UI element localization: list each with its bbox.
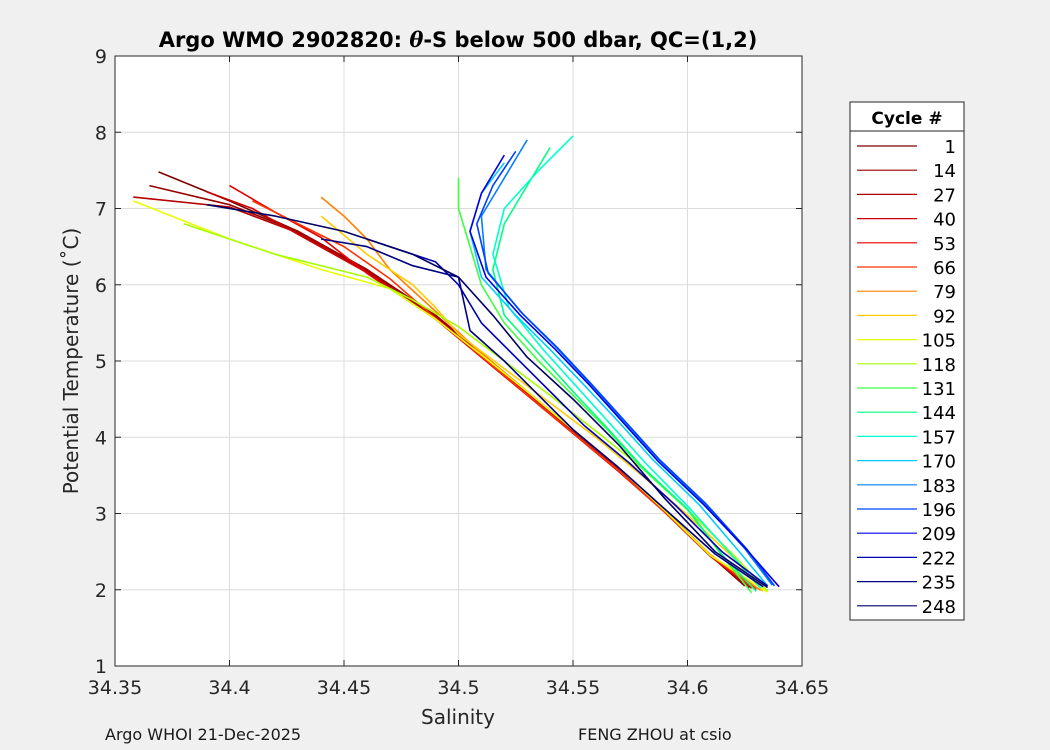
legend-label-157: 157 (922, 427, 956, 448)
chart-title: Argo WMO 2902820: θ-S below 500 dbar, QC… (159, 27, 758, 52)
x-tick-labels: 34.35 34.4 34.45 34.5 34.55 34.6 34.65 (88, 677, 829, 699)
x-tick-label: 34.55 (546, 677, 600, 699)
footer-source: Argo WHOI 21-Dec-2025 (105, 725, 302, 744)
series-layer (133, 135, 780, 594)
y-tick-labels: 1 2 3 4 5 6 7 8 9 (95, 46, 107, 678)
legend-label-248: 248 (922, 597, 956, 618)
series-line-105 (133, 200, 769, 593)
y-axis-label: Potential Temperature (˚C) (59, 228, 83, 495)
series-line-66 (252, 200, 757, 591)
legend-label-183: 183 (922, 476, 956, 497)
x-tick-label: 34.6 (666, 677, 708, 699)
legend-label-40: 40 (933, 210, 956, 231)
y-tick-label: 4 (95, 427, 107, 449)
y-tick-label: 3 (95, 504, 107, 526)
legend-label-14: 14 (933, 161, 956, 182)
series-line-209 (469, 154, 780, 588)
legend-label-92: 92 (933, 306, 956, 327)
x-tick-label: 34.45 (317, 677, 371, 699)
legend-label-196: 196 (922, 500, 956, 521)
legend-title: Cycle # (871, 109, 942, 129)
chart-title-pre: Argo WMO 2902820: (159, 28, 410, 52)
x-tick-label: 34.35 (88, 677, 142, 699)
series-line-235 (320, 238, 764, 588)
x-axis-label: Salinity (421, 705, 495, 729)
legend-label-209: 209 (922, 524, 956, 545)
legend-label-27: 27 (933, 185, 956, 206)
y-tick-label: 9 (95, 46, 107, 68)
series-line-248 (206, 203, 769, 589)
ticks (114, 55, 803, 667)
legend-entries: 1 14 27 40 53 66 79 92 105 118 131 144 157 170 183 196 2… (857, 137, 956, 618)
legend-label-105: 105 (922, 331, 956, 352)
legend-label-1: 1 (945, 137, 956, 158)
y-tick-label: 1 (95, 656, 107, 678)
legend-label-53: 53 (933, 234, 956, 255)
series-line-157 (492, 135, 762, 589)
legend: Cycle # 1 14 27 40 53 66 79 92 105 118 131 144 157 17… (849, 101, 965, 621)
series-line-92 (320, 215, 764, 592)
legend-label-170: 170 (922, 452, 956, 473)
x-tick-label: 34.4 (208, 677, 250, 699)
legend-label-222: 222 (922, 548, 956, 569)
chart-title-post: -S below 500 dbar, QC=(1,2) (423, 28, 757, 52)
footer-author: FENG ZHOU at csio (578, 725, 732, 744)
legend-label-66: 66 (933, 258, 956, 279)
y-tick-label: 5 (95, 351, 107, 373)
y-tick-label: 8 (95, 122, 107, 144)
chart-title-theta: θ (409, 27, 423, 52)
series-line-118 (183, 223, 769, 592)
series-line-144 (492, 147, 757, 592)
y-tick-label: 6 (95, 275, 107, 297)
y-tick-label: 2 (95, 580, 107, 602)
legend-label-131: 131 (922, 379, 956, 400)
legend-label-144: 144 (922, 403, 956, 424)
x-tick-label: 34.65 (775, 677, 829, 699)
legend-label-79: 79 (933, 282, 956, 303)
legend-label-235: 235 (922, 573, 956, 594)
series-line-222 (366, 238, 769, 587)
y-tick-label: 7 (95, 199, 107, 221)
x-tick-label: 34.5 (437, 677, 479, 699)
legend-label-118: 118 (922, 355, 956, 376)
series-line-196 (475, 150, 776, 587)
